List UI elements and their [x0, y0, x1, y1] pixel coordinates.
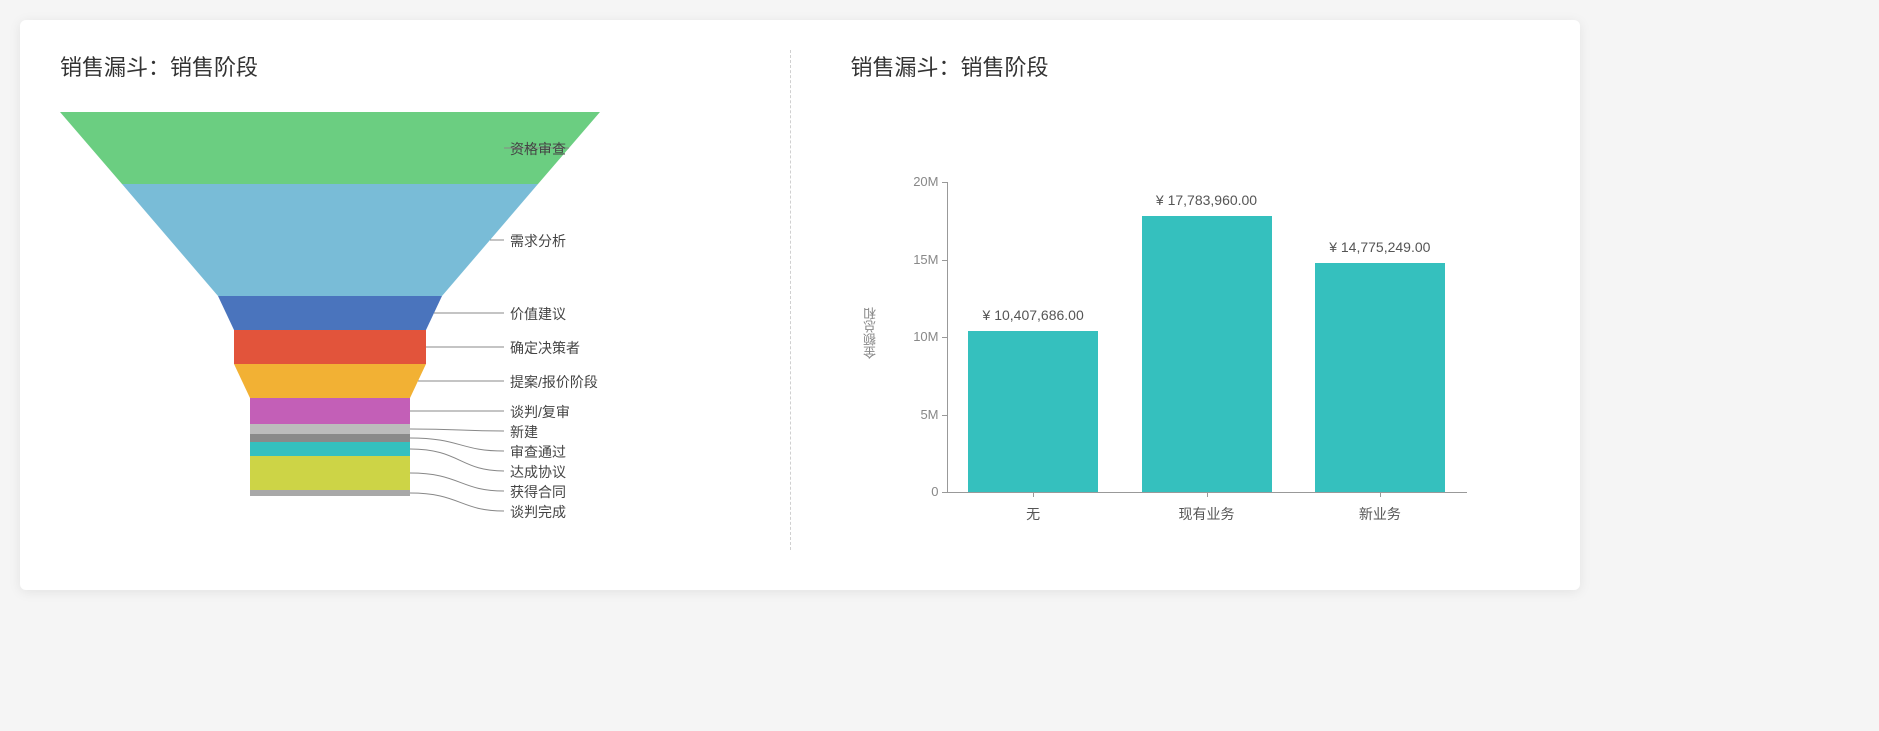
funnel-segment-label: 达成协议	[510, 462, 566, 482]
funnel-segment-label: 谈判完成	[510, 502, 566, 522]
funnel-title: 销售漏斗：销售阶段	[60, 50, 750, 82]
bar-y-tick	[942, 260, 947, 261]
bar-y-axis-line	[947, 182, 948, 492]
bar-rect[interactable]	[968, 331, 1098, 492]
bar-x-tick	[1380, 492, 1381, 497]
funnel-svg	[60, 112, 760, 522]
funnel-segment[interactable]	[250, 424, 410, 434]
bar-y-tick-label: 5M	[903, 407, 939, 422]
funnel-segment[interactable]	[218, 296, 442, 330]
funnel-segment-label: 确定决策者	[510, 338, 580, 358]
bar-category-label: 无	[1026, 504, 1040, 524]
funnel-chart: 资格审查需求分析价值建议确定决策者提案/报价阶段谈判/复审新建审查通过达成协议获…	[60, 112, 750, 522]
funnel-segment-label: 谈判/复审	[510, 402, 570, 422]
funnel-segment-label: 需求分析	[510, 231, 566, 251]
bar-rect[interactable]	[1315, 263, 1445, 492]
funnel-panel: 销售漏斗：销售阶段 资格审查需求分析价值建议确定决策者提案/报价阶段谈判/复审新…	[60, 50, 790, 550]
bar-y-axis-title: 金额总和	[861, 307, 880, 359]
bar-x-tick	[1207, 492, 1208, 497]
funnel-segment-label: 新建	[510, 422, 538, 442]
bar-y-tick-label: 10M	[903, 329, 939, 344]
funnel-segment[interactable]	[250, 456, 410, 490]
bar-chart: 金额总和 0 5M 10M 15M 20M ¥ 10,407,686.00 无 ¥ 17,78…	[851, 112, 1491, 542]
bar-y-tick	[942, 415, 947, 416]
bar-category-label: 现有业务	[1179, 504, 1235, 524]
funnel-segment-label: 资格审查	[510, 139, 566, 159]
funnel-segment-label: 提案/报价阶段	[510, 372, 598, 392]
bar-panel: 销售漏斗：销售阶段 金额总和 0 5M 10M 15M 20M ¥ 10,407,686.…	[791, 50, 1541, 550]
dashboard-card: 销售漏斗：销售阶段 资格审查需求分析价值建议确定决策者提案/报价阶段谈判/复审新…	[20, 20, 1580, 590]
bar-value-label: ¥ 10,407,686.00	[983, 307, 1084, 323]
bar-value-label: ¥ 17,783,960.00	[1156, 192, 1257, 208]
bar-category-label: 新业务	[1359, 504, 1401, 524]
bar-y-tick-label: 0	[903, 484, 939, 499]
funnel-segment[interactable]	[250, 490, 410, 496]
bar-y-tick-label: 15M	[903, 252, 939, 267]
bar-title: 销售漏斗：销售阶段	[851, 50, 1541, 82]
funnel-segment[interactable]	[250, 442, 410, 456]
funnel-segment[interactable]	[234, 330, 426, 364]
funnel-segment[interactable]	[250, 434, 410, 442]
bar-y-tick-label: 20M	[903, 174, 939, 189]
funnel-segment[interactable]	[250, 398, 410, 424]
bar-y-tick	[942, 337, 947, 338]
bar-y-tick	[942, 182, 947, 183]
bar-x-tick	[1033, 492, 1034, 497]
bar-rect[interactable]	[1142, 216, 1272, 492]
funnel-segment-label: 审查通过	[510, 442, 566, 462]
bar-y-tick	[942, 492, 947, 493]
funnel-segment[interactable]	[234, 364, 426, 398]
funnel-segment-label: 获得合同	[510, 482, 566, 502]
funnel-segment-label: 价值建议	[510, 304, 566, 324]
funnel-segment[interactable]	[122, 184, 538, 296]
bar-value-label: ¥ 14,775,249.00	[1329, 239, 1430, 255]
